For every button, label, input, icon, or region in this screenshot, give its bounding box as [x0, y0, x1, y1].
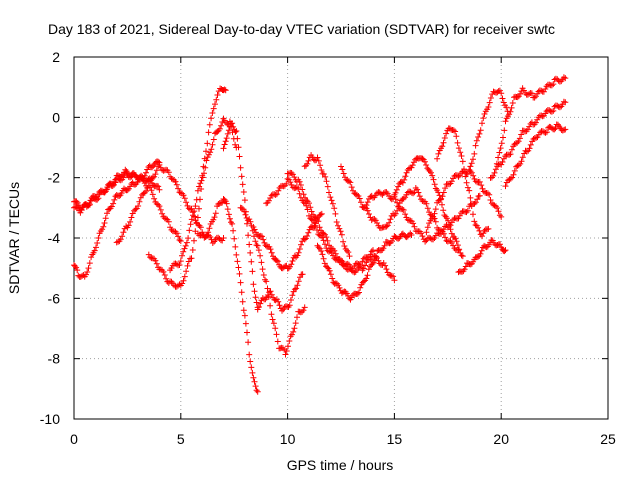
y-tick-label: 2 — [52, 49, 60, 65]
series-sat-21 — [455, 237, 509, 276]
data-point-markers — [423, 167, 505, 236]
x-tick-label: 0 — [70, 431, 78, 447]
data-point-markers — [455, 237, 509, 276]
y-tick-label: -6 — [48, 290, 61, 306]
series-sat-13 — [284, 169, 398, 284]
x-tick-label: 5 — [177, 431, 185, 447]
series-sat-03 — [71, 166, 163, 213]
series-sat-06 — [167, 115, 240, 274]
series-sat-24 — [502, 121, 569, 190]
data-point-markers — [71, 166, 163, 213]
y-tick-label: -2 — [48, 170, 61, 186]
x-tick-label: 25 — [600, 431, 616, 447]
chart-title: Day 183 of 2021, Sidereal Day-to-day VTE… — [48, 21, 555, 37]
x-tick-label: 20 — [493, 431, 509, 447]
data-point-markers — [167, 115, 240, 274]
series-sat-14 — [301, 152, 353, 260]
series-sat-22 — [466, 87, 511, 173]
data-point-markers — [466, 87, 511, 173]
data-point-markers — [502, 121, 569, 190]
series-sat-23 — [487, 98, 569, 181]
series-sat-07 — [220, 120, 261, 311]
grid-lines — [74, 57, 608, 419]
series-sat-15 — [314, 230, 415, 303]
series-sat-08 — [194, 196, 261, 395]
series-sat-19 — [423, 167, 505, 236]
x-axis-label: GPS time / hours — [287, 457, 394, 473]
series-sat-09 — [254, 271, 306, 314]
series-sat-01 — [71, 170, 184, 244]
data-point-markers — [113, 161, 227, 246]
y-tick-label: -8 — [48, 351, 61, 367]
data-point-markers — [254, 271, 306, 314]
data-point-markers — [434, 125, 492, 240]
data-point-markers — [71, 170, 184, 244]
series-sat-25 — [493, 74, 569, 167]
data-point-markers — [314, 230, 415, 303]
data-point-markers — [284, 169, 398, 284]
series-sat-04 — [113, 161, 227, 246]
y-axis-label: SDTVAR / TECUs — [6, 182, 22, 294]
series-sat-10 — [237, 204, 308, 358]
data-point-markers — [487, 98, 569, 181]
data-point-markers — [237, 204, 308, 358]
x-tick-label: 15 — [387, 431, 403, 447]
y-tick-label: 0 — [52, 109, 60, 125]
series-sat-20 — [434, 125, 492, 240]
series-sat-05 — [145, 85, 229, 290]
data-point-markers — [359, 189, 483, 245]
series-sat-17 — [359, 189, 483, 245]
y-tick-label: -10 — [40, 411, 60, 427]
data-point-markers — [220, 120, 261, 311]
data-point-markers — [493, 74, 569, 167]
x-tick-label: 10 — [280, 431, 296, 447]
axis-ticks: 0 5 10 15 20 25 -10 -8 -6 -4 -2 0 2 — [40, 49, 616, 447]
data-point-markers — [145, 85, 229, 290]
y-tick-label: -4 — [48, 230, 61, 246]
data-point-markers — [194, 196, 261, 395]
data-point-markers — [301, 152, 353, 260]
data-points — [71, 74, 569, 395]
